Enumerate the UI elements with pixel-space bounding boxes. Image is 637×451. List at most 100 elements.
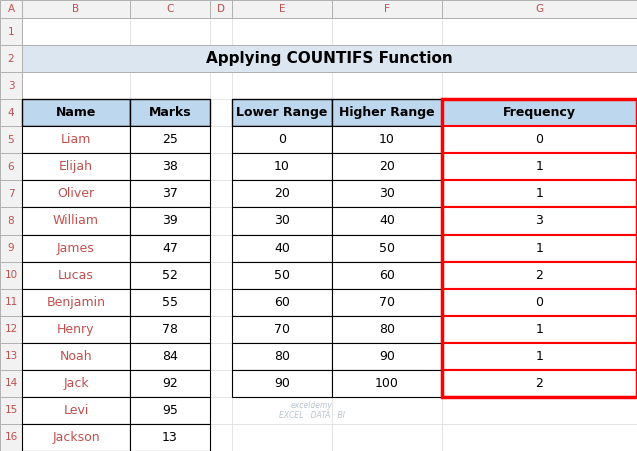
Text: 20: 20 [379,161,395,173]
Text: 15: 15 [4,405,18,415]
Bar [332,207,442,235]
Bar [442,126,637,153]
Bar [442,99,637,397]
Bar [22,0,130,18]
Text: 9: 9 [8,243,14,253]
Text: 50: 50 [274,269,290,281]
Text: 84: 84 [162,350,178,363]
Text: Lower Range: Lower Range [236,106,327,119]
Bar [210,72,232,99]
Text: 55: 55 [162,296,178,308]
Text: F: F [384,4,390,14]
Text: 12: 12 [4,324,18,334]
Bar [442,262,637,289]
Bar [232,180,332,207]
Text: 60: 60 [379,269,395,281]
Bar [232,424,332,451]
Bar [232,126,332,153]
Bar [0,180,22,207]
Bar [232,370,332,397]
Bar [22,153,130,180]
Text: 38: 38 [162,161,178,173]
Text: 92: 92 [162,377,178,390]
Bar [22,262,130,289]
Bar [130,397,210,424]
Text: 3: 3 [536,215,543,227]
Bar [442,262,637,289]
Bar [232,207,332,235]
Bar [232,153,332,180]
Bar [332,397,442,424]
Bar [0,397,22,424]
Bar [332,207,442,235]
Bar [332,262,442,289]
Bar [332,45,442,72]
Bar [22,99,130,126]
Text: Lucas: Lucas [58,269,94,281]
Bar [442,343,637,370]
Text: 2: 2 [536,269,543,281]
Bar [210,0,232,18]
Bar [232,180,332,207]
Bar [232,343,332,370]
Bar [332,316,442,343]
Text: 6: 6 [8,162,14,172]
Text: 2: 2 [8,54,14,64]
Bar [22,316,130,343]
Bar [22,289,130,316]
Bar [442,397,637,424]
Bar [232,126,332,153]
Bar [210,316,232,343]
Bar [232,153,332,180]
Bar [442,18,637,45]
Bar [232,397,332,424]
Bar [332,343,442,370]
Text: 13: 13 [4,351,18,361]
Text: 5: 5 [8,135,14,145]
Text: 40: 40 [274,242,290,254]
Text: Name: Name [56,106,96,119]
Bar [232,207,332,235]
Bar [22,424,130,451]
Bar [332,370,442,397]
Text: 80: 80 [274,350,290,363]
Text: 52: 52 [162,269,178,281]
Bar [210,18,232,45]
Bar [0,18,22,45]
Text: 0: 0 [278,133,286,146]
Bar [332,18,442,45]
Bar [210,235,232,262]
Text: 70: 70 [274,323,290,336]
Bar [130,370,210,397]
Bar [442,72,637,99]
Bar [210,180,232,207]
Text: exceldemy
EXCEL · DATA · BI: exceldemy EXCEL · DATA · BI [279,400,345,420]
Bar [130,126,210,153]
Text: 25: 25 [162,133,178,146]
Text: Marks: Marks [148,106,191,119]
Text: 13: 13 [162,431,178,444]
Text: 11: 11 [4,297,18,307]
Bar [22,45,130,72]
Bar [442,289,637,316]
Bar [442,180,637,207]
Bar [130,99,210,126]
Bar [130,235,210,262]
Text: 14: 14 [4,378,18,388]
Bar [442,207,637,235]
Bar [442,424,637,451]
Bar [130,235,210,262]
Text: 60: 60 [274,296,290,308]
Bar [22,397,130,424]
Bar [22,126,130,153]
Bar [130,262,210,289]
Bar [0,262,22,289]
Bar [232,289,332,316]
Bar [210,424,232,451]
Bar [130,289,210,316]
Bar [0,235,22,262]
Text: 78: 78 [162,323,178,336]
Bar [232,235,332,262]
Bar [22,153,130,180]
Bar [442,289,637,316]
